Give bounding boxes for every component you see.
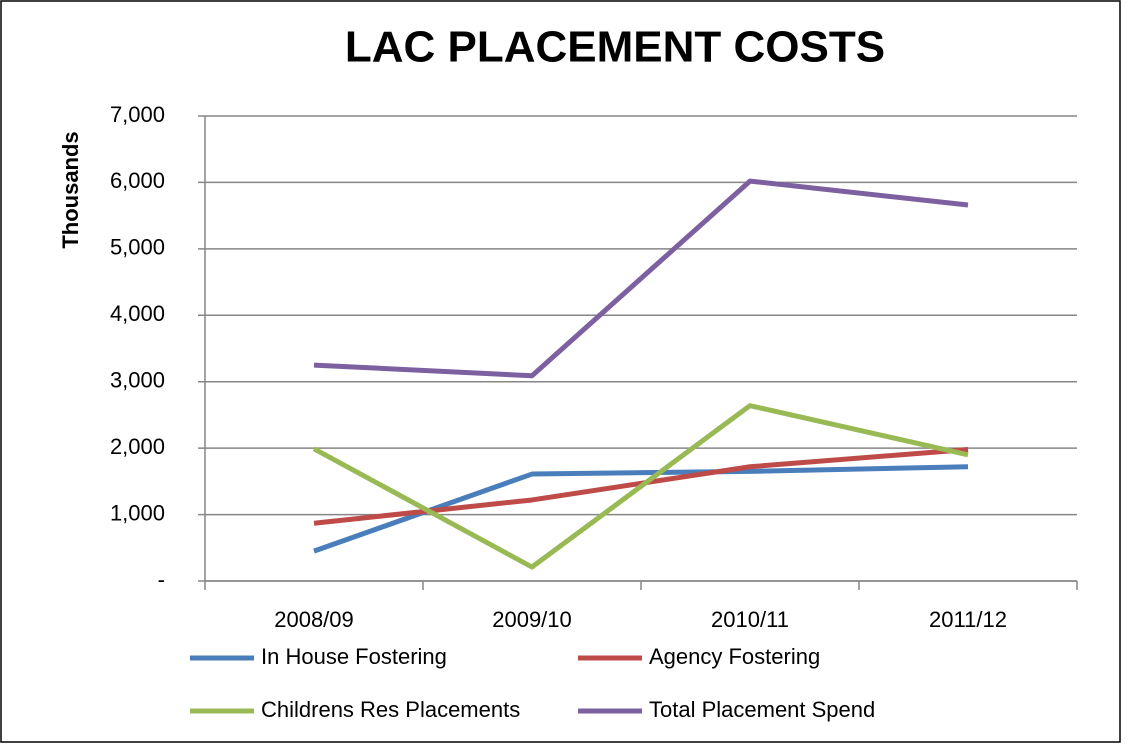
legend-label: Agency Fostering: [649, 644, 820, 669]
y-tick-label: 5,000: [110, 235, 165, 260]
y-tick-label: 2,000: [110, 434, 165, 459]
y-tick-label: 3,000: [110, 368, 165, 393]
y-axis-label: Thousands: [58, 131, 83, 248]
x-tick-label: 2010/11: [711, 607, 789, 632]
legend-label: Total Placement Spend: [649, 697, 875, 722]
x-tick-label: 2009/10: [492, 607, 572, 632]
y-tick-label: 6,000: [110, 168, 165, 193]
x-tick-label: 2011/12: [929, 607, 1007, 632]
chart-title: LAC PLACEMENT COSTS: [345, 23, 885, 72]
y-tick-label: 4,000: [110, 301, 165, 326]
series-line: [313, 178, 969, 379]
y-tick-label: 1,000: [110, 500, 165, 525]
y-tick-label: 7,000: [110, 102, 165, 127]
y-tick-label: -: [158, 567, 165, 592]
series-line: [312, 403, 969, 570]
legend-label: In House Fostering: [261, 644, 447, 669]
legend-label: Childrens Res Placements: [261, 697, 520, 722]
x-tick-label: 2008/09: [274, 607, 354, 632]
